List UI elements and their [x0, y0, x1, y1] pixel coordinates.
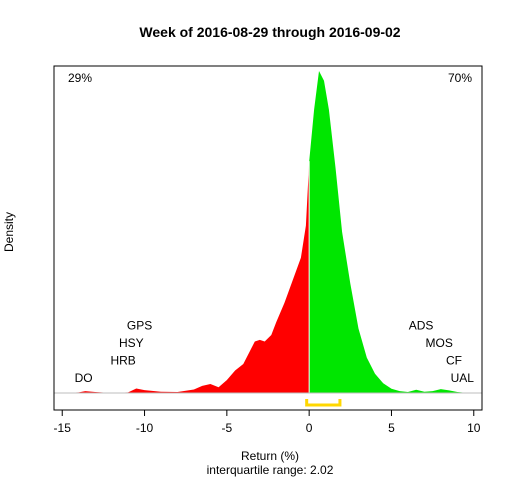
- x-tick-label: -10: [136, 421, 154, 435]
- iqr-bracket: [305, 399, 342, 407]
- negative-density-area: [62, 161, 310, 393]
- annotation-ads: ADS: [409, 319, 434, 333]
- x-tick-label: 0: [306, 421, 313, 435]
- iqr-bracket-line: [305, 399, 342, 407]
- left-share-label: 29%: [68, 71, 92, 85]
- x-tick-label: 5: [388, 421, 395, 435]
- x-axis-label: Return (%): [241, 449, 299, 463]
- annotation-do: DO: [75, 371, 93, 385]
- y-axis-label: Density: [2, 212, 16, 252]
- annotation-mos: MOS: [426, 336, 453, 350]
- right-share-label: 70%: [448, 71, 472, 85]
- annotation-hsy: HSY: [119, 336, 144, 350]
- annotation-hrb: HRB: [110, 354, 135, 368]
- x-tick-label: -5: [222, 421, 233, 435]
- annotation-cf: CF: [446, 354, 462, 368]
- iqr-subtitle: interquartile range: 2.02: [207, 463, 334, 477]
- annotation-ual: UAL: [451, 371, 475, 385]
- chart-title: Week of 2016-08-29 through 2016-09-02: [139, 24, 400, 40]
- plot-area: DO HRB HSY GPS ADS MOS CF UAL: [53, 65, 483, 411]
- annotation-gps: GPS: [127, 319, 152, 333]
- x-tick-label: 10: [467, 421, 481, 435]
- ticker-annotations: DO HRB HSY GPS ADS MOS CF UAL: [75, 319, 475, 386]
- x-tick-label: -15: [54, 421, 72, 435]
- positive-density-area: [309, 71, 474, 393]
- x-axis: -15 -10 -5 0 5 10: [54, 409, 481, 435]
